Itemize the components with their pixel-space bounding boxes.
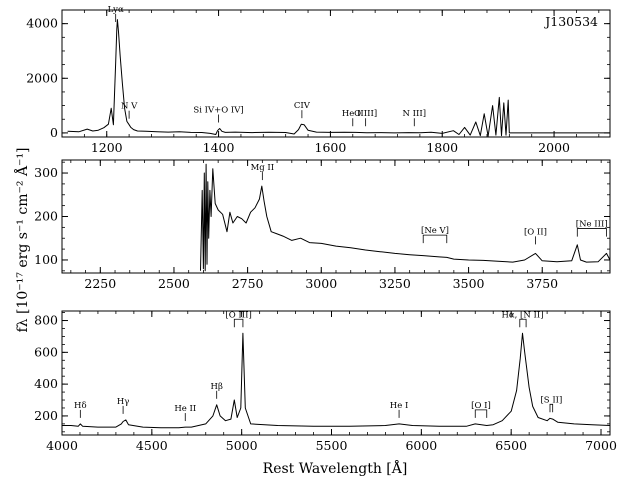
panel-top: 1200 1400 1600 1800 2000 0 2000 4000 J130534 Lyα N… bbox=[26, 5, 611, 155]
spectrum-line-bottom bbox=[62, 332, 610, 429]
annotation-label: Hγ bbox=[117, 397, 130, 407]
x-tick-label: 1800 bbox=[426, 140, 458, 155]
spectrum-line-middle bbox=[200, 163, 610, 272]
x-tick-label: 1600 bbox=[315, 140, 347, 155]
x-tick-label: 3250 bbox=[379, 276, 411, 291]
annotation-label: N V bbox=[121, 102, 138, 112]
plot-frame bbox=[61, 159, 611, 274]
y-tick-label: 200 bbox=[34, 408, 58, 423]
y-tick-label: 800 bbox=[34, 313, 58, 328]
x-tick-label: 7000 bbox=[585, 438, 617, 453]
x-tick-label: 1200 bbox=[91, 140, 123, 155]
x-tick-label: 5500 bbox=[316, 438, 348, 453]
annotation-label: [Ne V] bbox=[421, 226, 449, 236]
annotation-bracket bbox=[549, 403, 554, 413]
x-axis-label: Rest Wavelength [Å] bbox=[263, 459, 408, 477]
line-annotation: Mg II bbox=[251, 163, 275, 181]
line-annotation: Hα, [N II] bbox=[501, 310, 544, 328]
line-annotation: [Ne V] bbox=[421, 226, 449, 244]
panels: 1200 1400 1600 1800 2000 0 2000 4000 J130534 Lyα N… bbox=[26, 5, 617, 453]
y-axis-label: fλ [10⁻¹⁷ erg s⁻¹ cm⁻² Å⁻¹] bbox=[13, 147, 31, 332]
line-annotation: [O II] bbox=[524, 227, 547, 245]
x-tick-label: 2250 bbox=[84, 276, 116, 291]
x-tick-label: 2750 bbox=[232, 276, 264, 291]
y-tick-label: 200 bbox=[34, 209, 58, 224]
line-annotation: [O I] bbox=[471, 401, 491, 418]
x-tick-label: 2000 bbox=[538, 140, 570, 155]
plot-frame bbox=[61, 9, 611, 138]
line-annotation: Hβ bbox=[211, 382, 223, 399]
annotation-label: Si IV+O IV] bbox=[193, 106, 243, 116]
x-tick-label: 4500 bbox=[136, 438, 168, 453]
x-tick-label: 1400 bbox=[203, 140, 235, 155]
x-tick-label: 3500 bbox=[453, 276, 485, 291]
annotation-label: He I bbox=[390, 401, 409, 411]
x-tick-label: 6500 bbox=[495, 438, 527, 453]
y-tick-label: 2000 bbox=[26, 70, 58, 85]
line-annotation: [O III] bbox=[225, 310, 252, 328]
plot-frame bbox=[61, 310, 611, 436]
line-annotation: CIV bbox=[294, 101, 311, 119]
x-tick-label: 3750 bbox=[526, 276, 558, 291]
annotation-bracket bbox=[422, 234, 448, 244]
annotation-label: [Ne III] bbox=[576, 220, 608, 230]
line-annotation: He II bbox=[174, 404, 196, 422]
x-tick-label: 4000 bbox=[46, 438, 78, 453]
annotation-label: [O I] bbox=[471, 401, 491, 411]
panel-bottom: 4000 4500 5000 5500 6000 6500 7000 200 400 600 800… bbox=[34, 310, 617, 453]
y-tick-label: 600 bbox=[34, 344, 58, 359]
line-annotation: Hγ bbox=[117, 397, 130, 414]
annotation-bracket bbox=[519, 318, 527, 328]
annotation-label: N III] bbox=[403, 109, 427, 119]
spectrum-line-top bbox=[67, 19, 610, 137]
annotation-label: [O III] bbox=[225, 310, 251, 320]
line-annotation: N V bbox=[121, 102, 138, 119]
line-annotation: Hδ bbox=[74, 401, 87, 418]
x-tick-label: 3000 bbox=[305, 276, 337, 291]
annotation-label: Hα, [N II] bbox=[501, 310, 543, 320]
annotation-label: [S II] bbox=[540, 395, 562, 405]
y-tick-label: 4000 bbox=[26, 16, 58, 31]
annotation-bracket bbox=[233, 318, 244, 328]
line-annotation: O III] bbox=[354, 109, 377, 127]
annotation-label: CIV bbox=[294, 101, 311, 111]
annotation-label: Mg II bbox=[251, 163, 275, 173]
annotation-label: Hβ bbox=[211, 382, 223, 392]
y-tick-label: 300 bbox=[34, 165, 58, 180]
annotation-label: O III] bbox=[354, 109, 377, 119]
annotation-label: Hδ bbox=[74, 401, 87, 411]
line-annotation: [S II] bbox=[540, 395, 562, 413]
x-tick-label: 6000 bbox=[405, 438, 437, 453]
line-annotation: He I bbox=[390, 401, 409, 418]
line-annotation: Si IV+O IV] bbox=[193, 106, 244, 123]
line-annotation: Lyα bbox=[108, 5, 124, 22]
y-tick-label: 100 bbox=[34, 252, 58, 267]
annotation-label: [O II] bbox=[524, 227, 547, 237]
object-label: J130534 bbox=[543, 14, 598, 29]
annotation-bracket bbox=[576, 228, 607, 237]
y-tick-label: 0 bbox=[50, 125, 58, 140]
annotation-label: He II bbox=[342, 109, 364, 119]
line-annotation: N III] bbox=[403, 109, 427, 127]
annotation-label: Lyα bbox=[108, 5, 124, 15]
panel-middle: 2250 2500 2750 3000 3250 3500 3750 100 200 300 Mg … bbox=[34, 159, 611, 291]
x-tick-label: 2500 bbox=[158, 276, 190, 291]
line-annotation: [Ne III] bbox=[576, 220, 608, 237]
line-annotation: He II bbox=[342, 109, 364, 127]
annotation-label: He II bbox=[174, 404, 196, 414]
annotation-bracket bbox=[474, 409, 488, 418]
y-tick-label: 400 bbox=[34, 376, 58, 391]
x-tick-label: 5000 bbox=[226, 438, 258, 453]
